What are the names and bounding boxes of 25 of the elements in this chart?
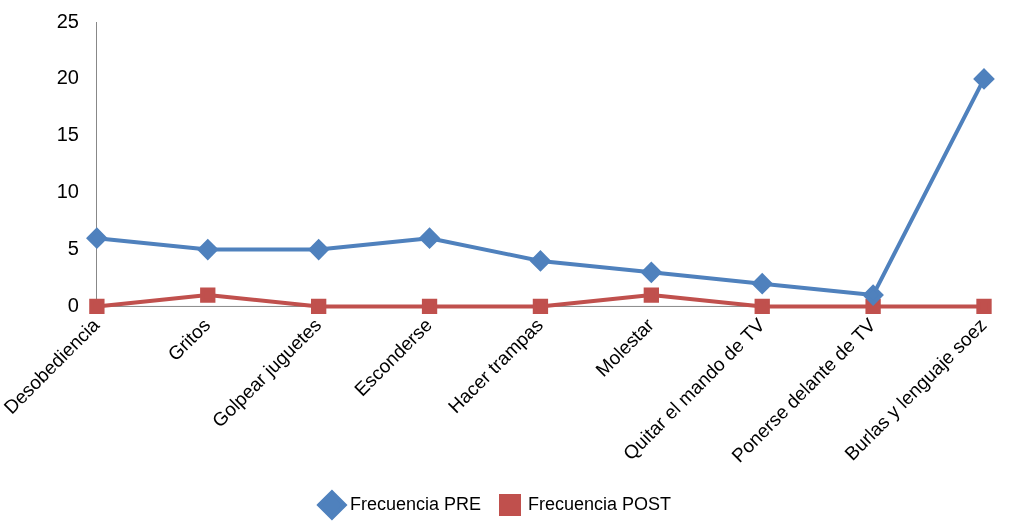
- point: [86, 228, 107, 249]
- legend-label: Frecuencia POST: [528, 493, 672, 514]
- point: [197, 239, 218, 260]
- point: [641, 262, 662, 283]
- point: [863, 285, 884, 306]
- point: [976, 298, 992, 315]
- point: [311, 298, 327, 315]
- y-tick-label: 20: [56, 66, 79, 89]
- point: [200, 287, 216, 303]
- point: [89, 298, 105, 315]
- point: [752, 273, 773, 294]
- point: [308, 239, 329, 260]
- point: [419, 228, 440, 249]
- y-tick-label: 0: [67, 293, 79, 316]
- point: [421, 298, 438, 315]
- point: [974, 68, 994, 89]
- point: [754, 298, 770, 315]
- legend-label: Frecuencia PRE: [349, 493, 482, 514]
- point: [530, 250, 551, 271]
- y-tick-label: 25: [56, 9, 79, 32]
- y-tick-label: 10: [56, 180, 79, 203]
- point: [643, 287, 659, 303]
- y-tick-label: 5: [67, 237, 79, 260]
- y-tick-label: 15: [56, 123, 79, 146]
- point: [532, 298, 549, 315]
